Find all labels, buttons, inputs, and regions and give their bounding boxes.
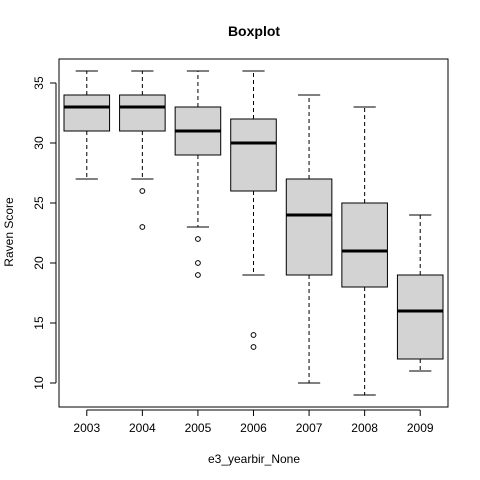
outlier-point (195, 272, 201, 278)
x-tick-label: 2003 (73, 421, 100, 435)
y-tick-label: 20 (32, 256, 46, 270)
y-tick-label: 15 (32, 316, 46, 330)
x-tick-label: 2009 (407, 421, 434, 435)
x-axis-label: e3_yearbir_None (208, 452, 300, 466)
x-axis: 2003 2004 2005 2006 2007 2008 2009 (73, 409, 434, 435)
x-tick-label: 2004 (129, 421, 156, 435)
box-2008 (341, 106, 388, 396)
box-2007 (285, 94, 333, 384)
outlier-point (250, 344, 257, 350)
outlier-point (139, 224, 146, 230)
outlier-point (139, 188, 146, 194)
box-2006 (230, 70, 277, 350)
box-2004 (119, 70, 166, 230)
box-rect (341, 202, 388, 288)
box-group (63, 70, 444, 396)
box-rect (63, 94, 111, 132)
x-tick-label: 2005 (185, 421, 212, 435)
box-rect (285, 178, 333, 276)
y-axis-label: Raven Score (2, 197, 16, 267)
box-2005 (174, 70, 222, 278)
y-tick-label: 35 (32, 76, 46, 90)
y-tick-label: 25 (32, 196, 46, 210)
plot-frame (58, 58, 449, 408)
outlier-point (195, 260, 201, 266)
box-rect (230, 118, 277, 192)
x-tick-label: 2006 (240, 421, 267, 435)
x-tick-label: 2007 (296, 421, 323, 435)
outlier-point (195, 236, 201, 242)
box-2009 (396, 214, 444, 372)
y-axis: 10 15 20 25 30 35 (32, 76, 57, 390)
chart-title: Boxplot (228, 23, 280, 39)
box-rect (396, 274, 444, 360)
y-tick-label: 10 (32, 376, 46, 390)
y-tick-label: 30 (32, 136, 46, 150)
x-tick-label: 2008 (351, 421, 378, 435)
box-rect (119, 94, 166, 132)
outlier-point (250, 332, 257, 338)
box-2003 (63, 70, 111, 180)
